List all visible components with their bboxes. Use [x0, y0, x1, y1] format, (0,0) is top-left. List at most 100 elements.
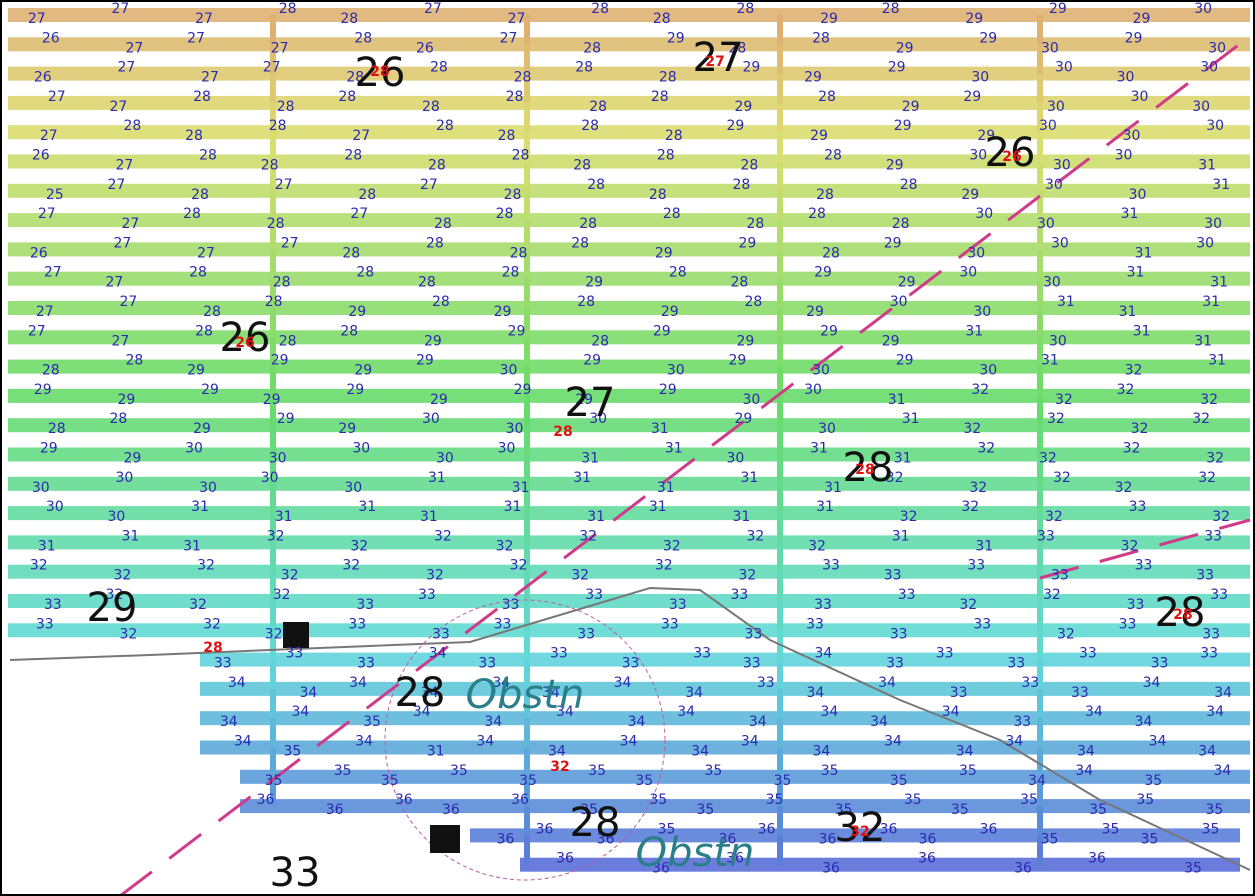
sounding: 36	[919, 831, 937, 847]
sounding: 29	[430, 392, 448, 408]
sounding: 30	[116, 470, 134, 486]
sounding: 30	[269, 451, 287, 467]
sounding: 35	[774, 773, 792, 789]
sounding: 26	[32, 148, 50, 164]
sounding: 32	[281, 568, 299, 584]
vertical-track	[1037, 630, 1043, 660]
vertical-track	[524, 279, 530, 309]
vertical-track	[1037, 542, 1043, 572]
sounding: 28	[124, 118, 142, 134]
sounding: 29	[739, 235, 757, 251]
depth-label: 28	[570, 800, 621, 846]
sounding: 29	[1133, 11, 1151, 27]
sounding: 35	[265, 773, 283, 789]
sounding: 25	[46, 187, 64, 203]
vertical-track	[777, 718, 783, 748]
sounding: 28	[110, 411, 128, 427]
sounding: 28	[344, 148, 362, 164]
sounding: 35	[1202, 821, 1220, 837]
sounding: 31	[892, 528, 910, 544]
sounding: 32	[969, 480, 987, 496]
sounding: 30	[506, 421, 524, 437]
sounding: 27	[420, 177, 438, 193]
sounding: 26	[416, 40, 434, 56]
sounding: 34	[1005, 734, 1023, 750]
sounding: 31	[1210, 275, 1228, 291]
sounding: 31	[651, 421, 669, 437]
sounding: 32	[900, 509, 918, 525]
sounding: 30	[727, 451, 745, 467]
sounding: 30	[890, 294, 908, 310]
sounding: 31	[427, 744, 445, 760]
vertical-track	[1037, 484, 1043, 514]
sounding: 30	[261, 470, 279, 486]
sounding: 28	[126, 353, 144, 369]
sounding: 32	[496, 538, 514, 554]
sounding: 32	[1212, 509, 1230, 525]
sounding: 31	[1057, 294, 1075, 310]
red-label: 28	[203, 640, 222, 656]
sounding: 29	[961, 187, 979, 203]
sounding: 33	[1013, 714, 1031, 730]
sounding: 29	[902, 99, 920, 115]
sounding: 29	[40, 441, 58, 457]
sounding: 31	[1208, 353, 1226, 369]
red-label: 28	[553, 424, 572, 440]
sounding: 28	[203, 304, 221, 320]
sounding: 28	[496, 206, 514, 222]
sounding: 29	[263, 392, 281, 408]
sounding: 29	[655, 245, 673, 261]
sounding: 32	[971, 382, 989, 398]
sounding: 35	[1136, 792, 1154, 808]
sounding: 35	[705, 763, 723, 779]
red-label: 28	[1173, 607, 1192, 623]
sounding: 35	[1041, 831, 1059, 847]
vertical-track	[777, 337, 783, 367]
sounding: 27	[112, 1, 130, 17]
sounding: 28	[583, 40, 601, 56]
sounding: 32	[426, 568, 444, 584]
sounding: 34	[1198, 744, 1216, 760]
sounding: 29	[894, 118, 912, 134]
sounding: 33	[967, 558, 985, 574]
vertical-track	[270, 689, 276, 719]
sounding: 30	[1049, 333, 1067, 349]
vertical-track	[777, 455, 783, 485]
sounding: 33	[214, 656, 232, 672]
sounding: 28	[195, 323, 213, 339]
sounding: 33	[1079, 646, 1097, 662]
sounding: 35	[904, 792, 922, 808]
sounding: 33	[731, 587, 749, 603]
sounding: 29	[820, 323, 838, 339]
sounding: 28	[577, 294, 595, 310]
sounding: 34	[685, 685, 703, 701]
sounding: 33	[806, 616, 824, 632]
sounding: 31	[1202, 294, 1220, 310]
sounding: 34	[628, 714, 646, 730]
sounding: 34	[300, 685, 318, 701]
sounding: 30	[975, 206, 993, 222]
sounding: 31	[894, 451, 912, 467]
sounding: 33	[550, 646, 568, 662]
sounding: 28	[342, 245, 360, 261]
sounding: 29	[735, 99, 753, 115]
obstruction-label: Obstn	[466, 672, 585, 718]
vertical-track	[524, 337, 530, 367]
sounding: 29	[348, 304, 366, 320]
sounding: 27	[275, 177, 293, 193]
sounding: 35	[381, 773, 399, 789]
sounding: 35	[1020, 792, 1038, 808]
sounding: 32	[1043, 587, 1061, 603]
sounding: 30	[804, 382, 822, 398]
sounding: 29	[583, 353, 601, 369]
sounding: 35	[1144, 773, 1162, 789]
sounding: 30	[973, 304, 991, 320]
sounding: 29	[1049, 1, 1067, 17]
sounding: 30	[1047, 99, 1065, 115]
sounding: 28	[506, 89, 524, 105]
sounding: 32	[1057, 626, 1075, 642]
sounding: 29	[884, 235, 902, 251]
sounding: 29	[898, 275, 916, 291]
sounding: 29	[424, 333, 442, 349]
sounding: 35	[519, 773, 537, 789]
